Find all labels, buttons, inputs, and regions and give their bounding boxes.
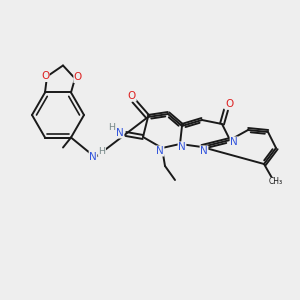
- Text: O: O: [225, 99, 233, 109]
- Text: N: N: [230, 137, 238, 147]
- Text: O: O: [74, 73, 82, 82]
- Text: N: N: [200, 146, 208, 156]
- Text: N: N: [156, 146, 164, 156]
- Text: H: H: [98, 147, 106, 156]
- Text: N: N: [116, 128, 124, 138]
- Text: N: N: [178, 142, 186, 152]
- Text: H: H: [109, 122, 116, 131]
- Text: O: O: [41, 71, 49, 82]
- Text: O: O: [128, 91, 136, 101]
- Text: CH₃: CH₃: [269, 178, 283, 187]
- Text: N: N: [89, 152, 97, 161]
